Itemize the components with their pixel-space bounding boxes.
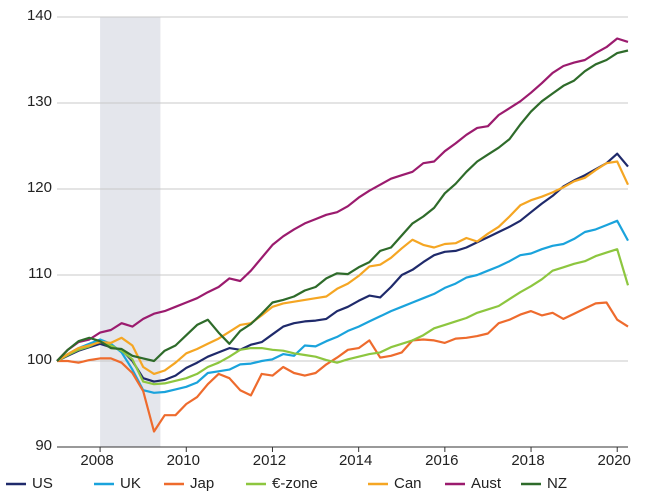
x-tick-label: 2012 bbox=[253, 452, 286, 469]
series-line bbox=[56, 37, 629, 362]
x-tick-label: 2016 bbox=[425, 452, 458, 469]
series-line bbox=[56, 49, 629, 363]
y-tick-label: 140 bbox=[27, 7, 52, 24]
legend-label: NZ bbox=[547, 475, 567, 492]
x-tick-label: 2018 bbox=[511, 452, 544, 469]
series-line bbox=[56, 152, 629, 383]
legend-label: €-zone bbox=[272, 475, 318, 492]
series-line bbox=[57, 301, 629, 433]
y-tick-label: 120 bbox=[27, 179, 52, 196]
x-tick-label: 2020 bbox=[598, 452, 631, 469]
legend-label: Aust bbox=[471, 475, 502, 492]
series-line bbox=[56, 219, 629, 394]
legend-label: US bbox=[32, 475, 53, 492]
legend-label: Can bbox=[394, 475, 422, 492]
legend-label: UK bbox=[120, 475, 141, 492]
series-line bbox=[56, 160, 629, 375]
y-tick-label: 130 bbox=[27, 93, 52, 110]
y-tick-label: 100 bbox=[27, 351, 52, 368]
y-tick-label: 110 bbox=[28, 265, 52, 282]
shaded-band bbox=[100, 17, 161, 447]
x-tick-label: 2008 bbox=[80, 452, 113, 469]
x-tick-label: 2014 bbox=[339, 452, 372, 469]
series-line bbox=[56, 248, 630, 386]
y-tick-label: 90 bbox=[35, 437, 52, 454]
legend-label: Jap bbox=[190, 475, 214, 492]
x-tick-label: 2010 bbox=[167, 452, 200, 469]
